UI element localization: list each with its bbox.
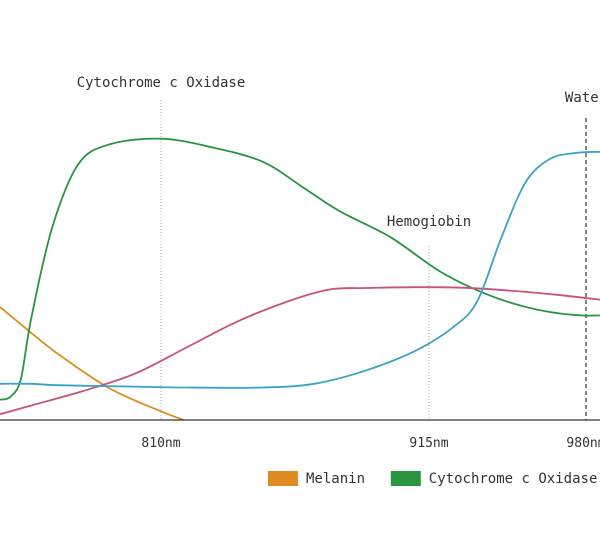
x-tick-label-0: 810nm <box>141 436 180 451</box>
legend-swatch-cytochrome-c-oxidase <box>390 471 421 486</box>
legend-swatch-melanin <box>268 471 298 486</box>
legend-label-cytochrome-c-oxidase: Cytochrome c Oxidase <box>429 471 598 487</box>
series-layer <box>0 137 600 421</box>
series-line-water <box>0 150 600 389</box>
annotation-label-2: Water <box>565 90 600 106</box>
legend-label-melanin: Melanin <box>306 471 365 487</box>
series-line-hemoglobin <box>0 286 600 416</box>
series-line-cytochrome-c-oxidase <box>0 137 600 401</box>
legend: Melanin Cytochrome c Oxidase <box>268 471 597 487</box>
annotation-label-1: Hemogiobin <box>387 214 471 230</box>
annotation-label-0: Cytochrome c Oxidase <box>77 75 246 91</box>
x-tick-label-2: 980nm <box>566 436 600 451</box>
series-line-melanin <box>0 306 185 421</box>
annotation-layer: Cytochrome c Oxidase Hemogiobin Water <box>77 75 600 420</box>
tick-layer: 810nm 915nm 980nm <box>141 436 600 451</box>
x-tick-label-1: 915nm <box>409 436 448 451</box>
